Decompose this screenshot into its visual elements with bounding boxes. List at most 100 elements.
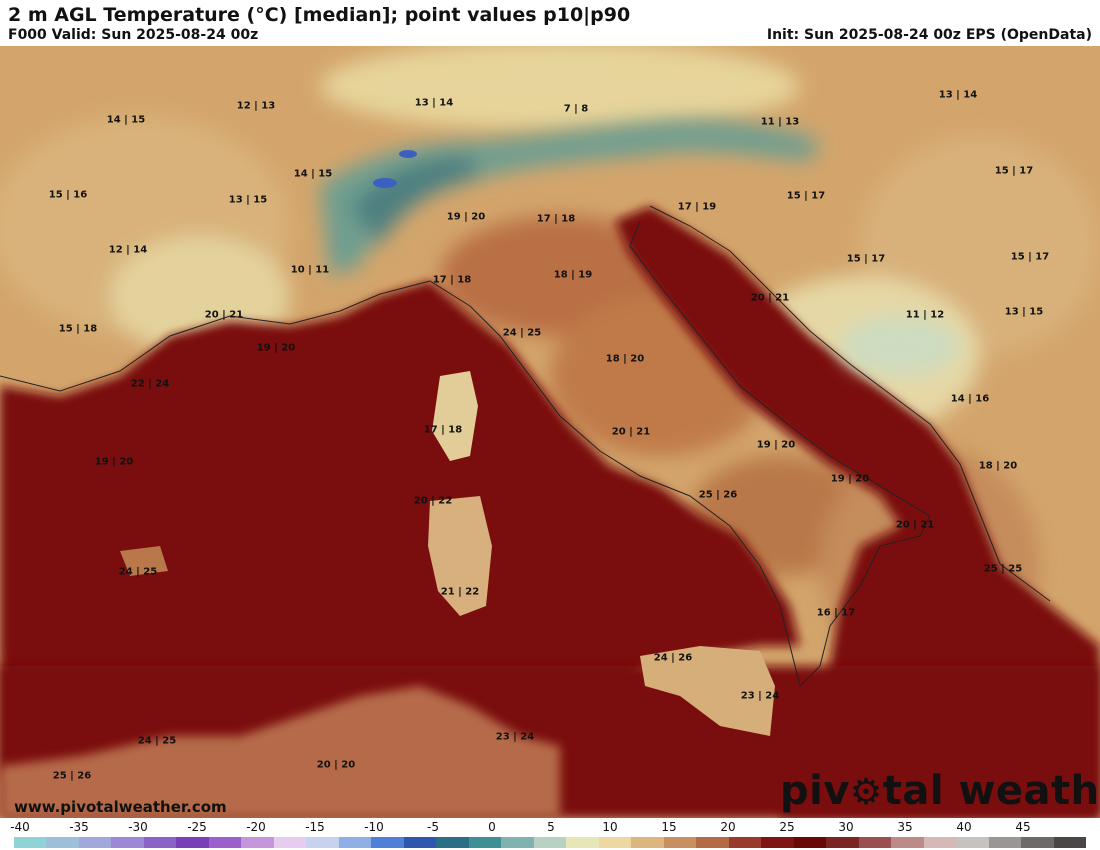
sicily	[640, 646, 775, 736]
legend-color-swatch	[208, 837, 242, 848]
point-value-label: 17 | 18	[536, 213, 576, 225]
point-value-label: 19 | 20	[756, 439, 796, 451]
cold-spot	[399, 150, 417, 158]
color-legend: -40 -35 -30 -25 -20 -15 -10 -5 0 5 10 15 20 25 30 35 40 4…	[0, 818, 1100, 850]
point-value-label: 23 | 24	[495, 731, 535, 743]
point-value-label: 22 | 24	[130, 378, 170, 390]
legend-color-swatch	[923, 837, 957, 848]
coastline	[429, 220, 931, 687]
legend-color-swatch	[566, 837, 599, 848]
point-value-label: 19 | 20	[830, 473, 870, 485]
balearic-islands	[120, 546, 168, 576]
legend-tick-label: 35	[897, 820, 913, 834]
legend-color-swatch	[371, 837, 404, 848]
legend-tick-label: 20	[720, 820, 736, 834]
site-url[interactable]: www.pivotalweather.com	[14, 798, 227, 816]
point-value-label: 14 | 15	[293, 168, 333, 180]
legend-color-swatch	[858, 837, 892, 848]
point-value-label: 13 | 14	[938, 89, 978, 101]
point-value-label: 18 | 19	[553, 269, 593, 281]
legend-tick-label: -30	[128, 820, 148, 834]
legend-color-swatch	[533, 837, 567, 848]
legend-color-swatch	[46, 837, 79, 848]
point-value-label: 20 | 21	[895, 519, 935, 531]
africa-land	[0, 686, 560, 818]
legend-color-swatch	[111, 837, 144, 848]
map-canvas	[0, 46, 1100, 818]
point-value-label: 17 | 19	[677, 201, 717, 213]
legend-color-swatch	[436, 837, 469, 848]
point-value-label: 15 | 17	[994, 165, 1034, 177]
legend-tick-label: 10	[602, 820, 618, 834]
legend-tick-label: 30	[838, 820, 854, 834]
point-value-label: 15 | 17	[786, 190, 826, 202]
legend-tick-label: -5	[427, 820, 439, 834]
legend-color-swatch	[338, 837, 372, 848]
legend-color-swatch	[501, 837, 534, 848]
point-value-label: 18 | 20	[605, 353, 645, 365]
point-value-label: 12 | 14	[108, 244, 148, 256]
legend-color-swatch	[1053, 837, 1086, 848]
legend-color-swatch	[143, 837, 177, 848]
point-value-label: 13 | 14	[414, 97, 454, 109]
legend-color-swatch	[176, 837, 209, 848]
point-value-label: 17 | 18	[423, 424, 463, 436]
point-value-label: 7 | 8	[563, 103, 589, 115]
legend-tick-label: 5	[547, 820, 555, 834]
legend-tick-label: -25	[187, 820, 207, 834]
legend-color-swatch	[696, 837, 729, 848]
legend-color-swatch	[241, 837, 274, 848]
point-value-label: 23 | 24	[740, 690, 780, 702]
legend-color-swatch	[988, 837, 1022, 848]
legend-color-swatch	[826, 837, 859, 848]
point-value-label: 25 | 26	[698, 489, 738, 501]
alps-cold-band	[320, 119, 960, 376]
adriatic-sea	[615, 206, 1100, 818]
point-value-label: 20 | 22	[413, 495, 453, 507]
legend-color-swatch	[78, 837, 112, 848]
point-value-label: 15 | 17	[846, 253, 886, 265]
point-value-label: 19 | 20	[94, 456, 134, 468]
legend-color-swatch	[631, 837, 664, 848]
legend-tick-label: 25	[779, 820, 795, 834]
legend-color-swatch	[793, 837, 827, 848]
legend-tick-label: -40	[10, 820, 30, 834]
point-value-label: 24 | 25	[137, 735, 177, 747]
point-value-label: 12 | 13	[236, 100, 276, 112]
point-value-label: 15 | 18	[58, 323, 98, 335]
legend-color-swatch	[273, 837, 307, 848]
pivotal-weather-logo: piv⚙tal weather	[780, 768, 1100, 814]
init-time: Init: Sun 2025-08-24 00z EPS (OpenData)	[766, 27, 1092, 43]
legend-color-swatch	[468, 837, 502, 848]
legend-color-swatch	[663, 837, 697, 848]
point-value-label: 13 | 15	[1004, 306, 1044, 318]
legend-tick-label: -10	[364, 820, 384, 834]
point-value-label: 20 | 21	[204, 309, 244, 321]
point-value-label: 24 | 25	[502, 327, 542, 339]
cold-spot	[373, 178, 397, 188]
point-value-label: 18 | 20	[978, 460, 1018, 472]
legend-ticks: -40 -35 -30 -25 -20 -15 -10 -5 0 5 10 15 20 25 30 35 40 4…	[0, 820, 1100, 834]
point-value-label: 14 | 15	[106, 114, 146, 126]
legend-tick-label: 45	[1015, 820, 1031, 834]
point-value-label: 10 | 11	[290, 264, 330, 276]
point-value-label: 25 | 26	[52, 770, 92, 782]
legend-tick-label: -15	[305, 820, 325, 834]
legend-color-swatch	[956, 837, 989, 848]
coastline	[649, 205, 1051, 602]
valid-time: F000 Valid: Sun 2025-08-24 00z	[8, 27, 259, 43]
point-value-label: 14 | 16	[950, 393, 990, 405]
temperature-map[interactable]: 14 | 15 12 | 13 13 | 14 7 | 8 11 | 13 13 | 14…	[0, 46, 1100, 818]
point-value-label: 20 | 20	[316, 759, 356, 771]
legend-color-swatch	[14, 837, 47, 848]
coastline	[0, 280, 431, 392]
legend-color-swatch	[306, 837, 339, 848]
legend-tick-label: 0	[488, 820, 496, 834]
point-value-label: 17 | 18	[432, 274, 472, 286]
point-value-label: 15 | 16	[48, 189, 88, 201]
gear-icon: ⚙	[849, 772, 883, 813]
point-value-label: 19 | 20	[446, 211, 486, 223]
header: 2 m AGL Temperature (°C) [median]; point…	[0, 0, 1100, 46]
corsica	[432, 371, 478, 461]
point-value-label: 21 | 22	[440, 586, 480, 598]
